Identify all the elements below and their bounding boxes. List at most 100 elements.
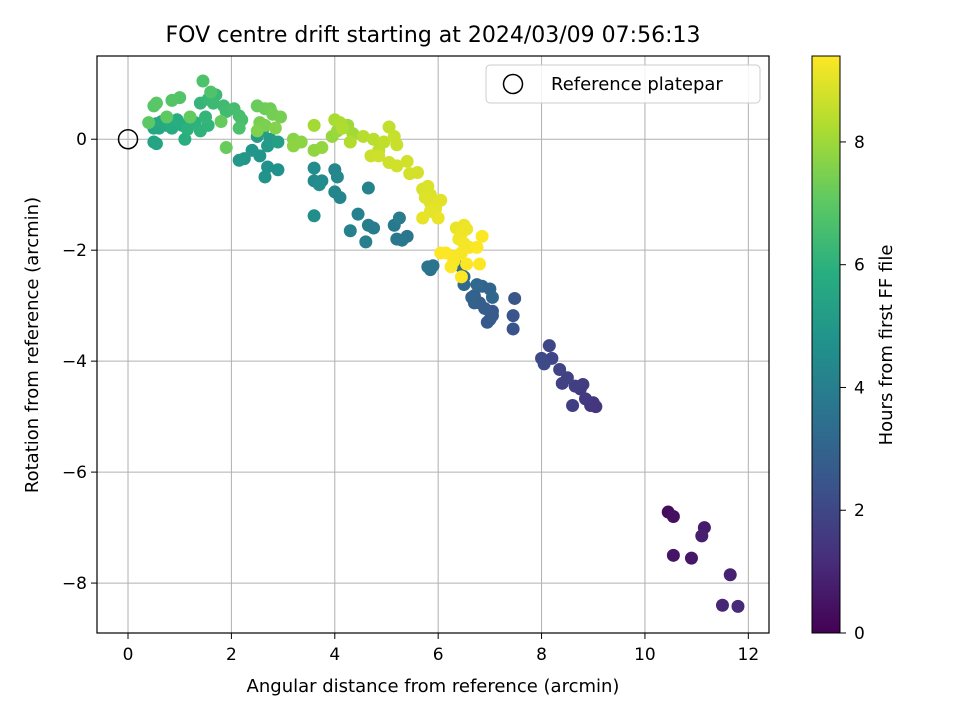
- scatter-point: [307, 161, 321, 175]
- scatter-point: [165, 93, 179, 107]
- scatter-point: [568, 379, 582, 393]
- scatter-point: [377, 135, 391, 149]
- colorbar: 0 2 4 6 8 Hours from first FF file: [811, 55, 897, 644]
- scatter-point: [232, 121, 246, 135]
- x-tick-label: 6: [433, 645, 444, 665]
- scatter-point: [553, 362, 567, 376]
- colorbar-tick-label: 6: [854, 256, 865, 276]
- legend: Reference platepar: [485, 64, 761, 104]
- scatter-point: [475, 229, 489, 243]
- scatter-point: [684, 551, 698, 565]
- scatter-point: [149, 137, 163, 151]
- y-axis-ticks: 0 −2 −4 −6 −8: [62, 130, 97, 594]
- scatter-point: [542, 339, 556, 353]
- scatter-point: [178, 132, 192, 146]
- scatter-point: [695, 529, 709, 543]
- scatter-point: [315, 141, 329, 155]
- scatter-point: [410, 166, 424, 180]
- scatter-point: [715, 598, 729, 612]
- scatter-point: [460, 257, 474, 271]
- scatter-point: [343, 224, 357, 238]
- scatter-point: [426, 259, 440, 273]
- scatter-point: [232, 153, 246, 167]
- scatter-point: [245, 143, 259, 157]
- scatter-point: [506, 309, 520, 323]
- y-axis-label: Rotation from reference (arcmin): [22, 197, 43, 493]
- colorbar-tick-label: 2: [854, 501, 865, 521]
- scatter-point: [307, 118, 321, 132]
- scatter-point: [206, 96, 220, 110]
- scatter-point: [367, 132, 381, 146]
- scatter-point: [149, 96, 163, 110]
- scatter-point: [268, 121, 282, 135]
- scatter-point: [723, 568, 737, 582]
- reference-platepar-marker: [117, 128, 139, 150]
- grid-lines: [97, 56, 769, 633]
- x-tick-label: 10: [634, 645, 656, 665]
- scatter-point: [390, 232, 404, 246]
- scatter-point: [250, 124, 264, 138]
- x-tick-label: 2: [226, 645, 237, 665]
- scatter-point: [473, 257, 487, 271]
- reference-point: [117, 128, 139, 150]
- scatter-point: [196, 74, 210, 88]
- scatter-point: [566, 399, 580, 413]
- scatter-point: [328, 185, 342, 199]
- scatter-point: [356, 129, 370, 143]
- plot-frame: [96, 55, 770, 634]
- scatter-point: [214, 114, 228, 128]
- scatter-point: [199, 110, 213, 124]
- scatter-point: [361, 181, 375, 195]
- scatter-point: [271, 163, 285, 177]
- scatter-point: [390, 138, 404, 152]
- scatter-point: [372, 149, 386, 163]
- scatter-point: [142, 116, 156, 130]
- scatter-point: [343, 135, 357, 149]
- colorbar-label: Hours from first FF file: [876, 245, 897, 446]
- scatter-point: [400, 154, 414, 168]
- scatter-point: [312, 178, 326, 192]
- y-tick-label: −4: [62, 352, 87, 372]
- scatter-point: [219, 141, 233, 155]
- y-tick-label: −2: [62, 241, 87, 261]
- scatter-point: [578, 392, 592, 406]
- scatter-point: [204, 85, 218, 99]
- scatter-point: [506, 322, 520, 336]
- colorbar-gradient: [811, 55, 841, 634]
- scatter-point: [361, 218, 375, 232]
- x-axis-ticks: 0 2 4 6 8 10 12: [123, 633, 760, 665]
- scatter-point: [351, 207, 365, 221]
- x-axis-label: Angular distance from reference (arcmin): [247, 676, 620, 697]
- scatter-point: [666, 509, 680, 523]
- scatter-point: [470, 278, 484, 292]
- scatter-point: [508, 291, 522, 305]
- x-tick-label: 12: [738, 645, 760, 665]
- x-tick-label: 8: [536, 645, 547, 665]
- legend-marker: [502, 73, 524, 95]
- legend-label: Reference platepar: [551, 74, 723, 95]
- scatter-point: [560, 371, 574, 385]
- legend-box: [485, 64, 761, 104]
- scatter-point: [392, 211, 406, 225]
- y-tick-label: 0: [76, 130, 87, 150]
- x-tick-label: 0: [123, 645, 134, 665]
- scatter-point: [258, 170, 272, 184]
- colorbar-ticks: 0 2 4 6 8: [840, 133, 865, 644]
- scatter-point: [731, 599, 745, 613]
- scatter-point: [183, 110, 197, 124]
- scatter-point: [485, 290, 499, 304]
- scatter-point: [454, 270, 468, 284]
- scatter-point: [286, 139, 300, 153]
- scatter-point: [431, 211, 445, 225]
- scatter-point: [439, 246, 453, 260]
- scatter-point: [330, 170, 344, 184]
- chart-title: FOV centre drift starting at 2024/03/09 …: [166, 23, 701, 48]
- scatter-point: [444, 260, 458, 274]
- scatter-point: [390, 159, 404, 173]
- x-tick-label: 4: [329, 645, 340, 665]
- scatter-point: [470, 240, 484, 254]
- scatter-points: [142, 74, 745, 613]
- scatter-point: [160, 110, 174, 124]
- scatter-point: [271, 135, 285, 149]
